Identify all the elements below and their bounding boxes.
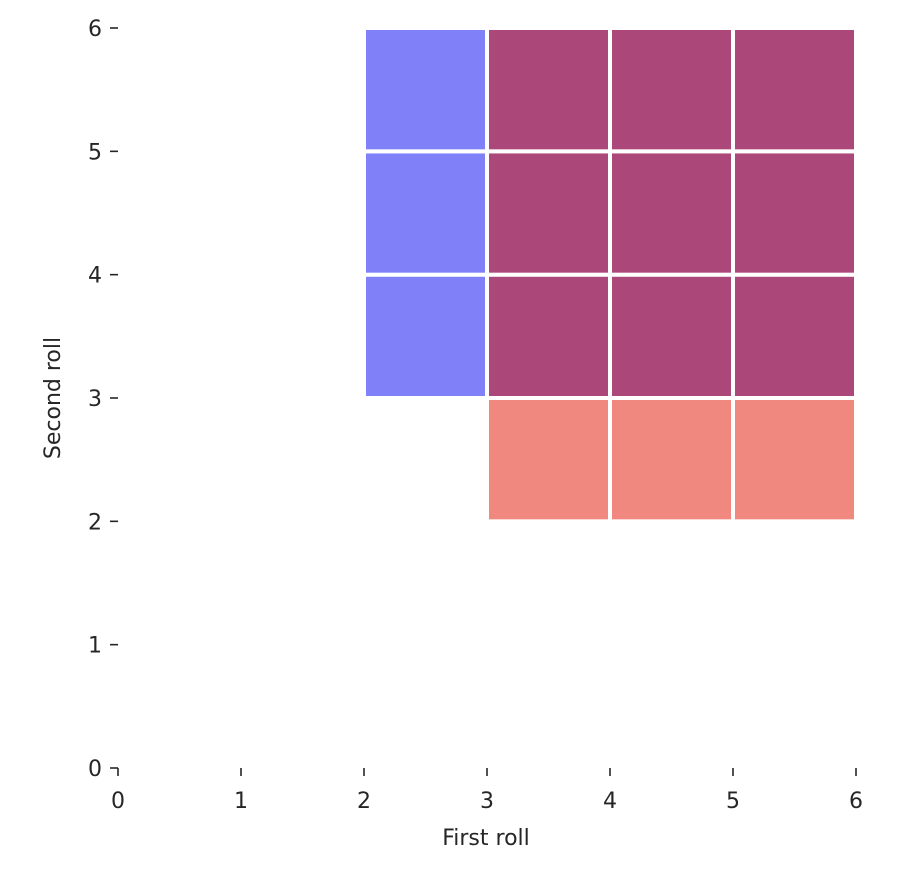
- x-tick-label: 2: [357, 789, 371, 814]
- x-tick-label: 6: [849, 789, 863, 814]
- heatmap-cell: [731, 149, 858, 277]
- x-tick-label: 0: [111, 789, 125, 814]
- y-tick-label: 5: [88, 140, 102, 165]
- x-tick-label: 3: [480, 789, 494, 814]
- heatmap-cell: [608, 272, 735, 400]
- y-tick-label: 2: [88, 510, 102, 535]
- heatmap-cell: [485, 26, 612, 154]
- cells-layer: [362, 26, 858, 524]
- y-axis-label: Second roll: [41, 337, 66, 459]
- heatmap-cell: [485, 396, 612, 524]
- heatmap-cell: [485, 149, 612, 277]
- heatmap-cell: [608, 396, 735, 524]
- x-tick-label: 4: [603, 789, 617, 814]
- heatmap-cell: [608, 149, 735, 277]
- y-axis: 0 1 2 3 4 5 6: [88, 17, 118, 782]
- x-tick-label: 1: [234, 789, 248, 814]
- heatmap-cell: [731, 26, 858, 154]
- heatmap-cell: [362, 149, 489, 277]
- heatmap-cell: [731, 396, 858, 524]
- heatmap-cell: [608, 26, 735, 154]
- x-axis: 0 1 2 3 4 5 6: [111, 768, 863, 814]
- heatmap-cell: [362, 272, 489, 400]
- heatmap-cell: [731, 272, 858, 400]
- y-tick-label: 1: [88, 634, 102, 659]
- heatmap-cell: [362, 26, 489, 154]
- heatmap-cell: [485, 272, 612, 400]
- y-tick-label: 3: [88, 387, 102, 412]
- x-axis-label: First roll: [442, 826, 530, 851]
- y-tick-label: 6: [88, 17, 102, 42]
- y-tick-label: 0: [88, 757, 102, 782]
- y-tick-label: 4: [88, 264, 102, 289]
- x-tick-label: 5: [726, 789, 740, 814]
